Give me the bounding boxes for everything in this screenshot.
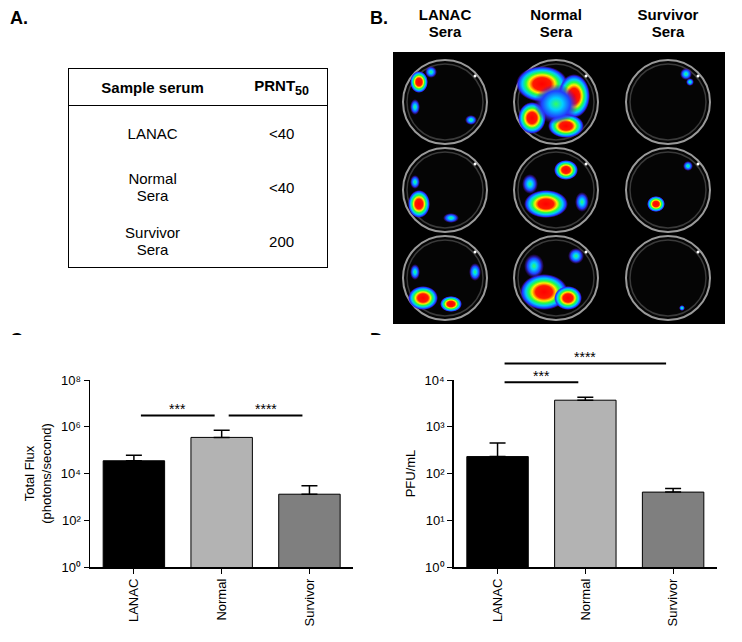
html-text:Sera: Sera (136, 241, 169, 258)
svg-text:LANAC: LANAC (126, 579, 141, 622)
html-text:200: 200 (269, 232, 295, 250)
svg-text:Survivor: Survivor (638, 6, 699, 23)
html-text:C.: C. (10, 330, 28, 350)
html-text:A.: A. (10, 8, 28, 28)
svg-text:Sera: Sera (540, 23, 573, 40)
svg-text:****: **** (574, 349, 596, 365)
svg-text:10²: 10² (62, 513, 81, 528)
svg-text:Total Flux(photons/second): Total Flux(photons/second) (22, 423, 54, 523)
svg-text:10⁰: 10⁰ (61, 560, 80, 575)
svg-text:Sera: Sera (429, 23, 462, 40)
html-text:<40: <40 (268, 178, 295, 196)
svg-text:PFU/mL: PFU/mL (403, 450, 418, 498)
svg-text:10⁴: 10⁴ (425, 373, 445, 388)
svg-text:10⁶: 10⁶ (61, 419, 81, 434)
svg-text:10⁰: 10⁰ (425, 560, 444, 575)
svg-text:10¹: 10¹ (426, 513, 445, 528)
svg-text:Survivor: Survivor (665, 578, 680, 626)
svg-text:***: *** (533, 368, 550, 384)
html-text:Sample serum: Sample serum (101, 78, 204, 96)
html-text:Survivor: Survivor (125, 224, 181, 241)
html-text:Sera: Sera (136, 187, 169, 204)
html-text:PRNT50: PRNT50 (254, 76, 309, 98)
svg-text:10⁴: 10⁴ (61, 466, 81, 481)
svg-text:LANAC: LANAC (419, 6, 472, 23)
html-text:Normal: Normal (128, 170, 177, 187)
svg-text:10²: 10² (426, 466, 445, 481)
svg-text:***: *** (169, 401, 186, 417)
svg-text:Normal: Normal (578, 579, 593, 621)
svg-text:10³: 10³ (426, 419, 445, 434)
svg-text:Survivor: Survivor (302, 578, 317, 626)
svg-text:Normal: Normal (214, 579, 229, 621)
svg-text:LANAC: LANAC (490, 579, 505, 622)
svg-text:****: **** (255, 401, 277, 417)
svg-text:Sera: Sera (652, 23, 685, 40)
svg-text:Normal: Normal (530, 6, 582, 23)
html-text:LANAC: LANAC (127, 124, 178, 142)
svg-text:10⁸: 10⁸ (61, 373, 81, 388)
html-text:B.: B. (370, 8, 388, 28)
html-text:D.: D. (370, 330, 388, 350)
html-text:<40: <40 (268, 124, 295, 142)
